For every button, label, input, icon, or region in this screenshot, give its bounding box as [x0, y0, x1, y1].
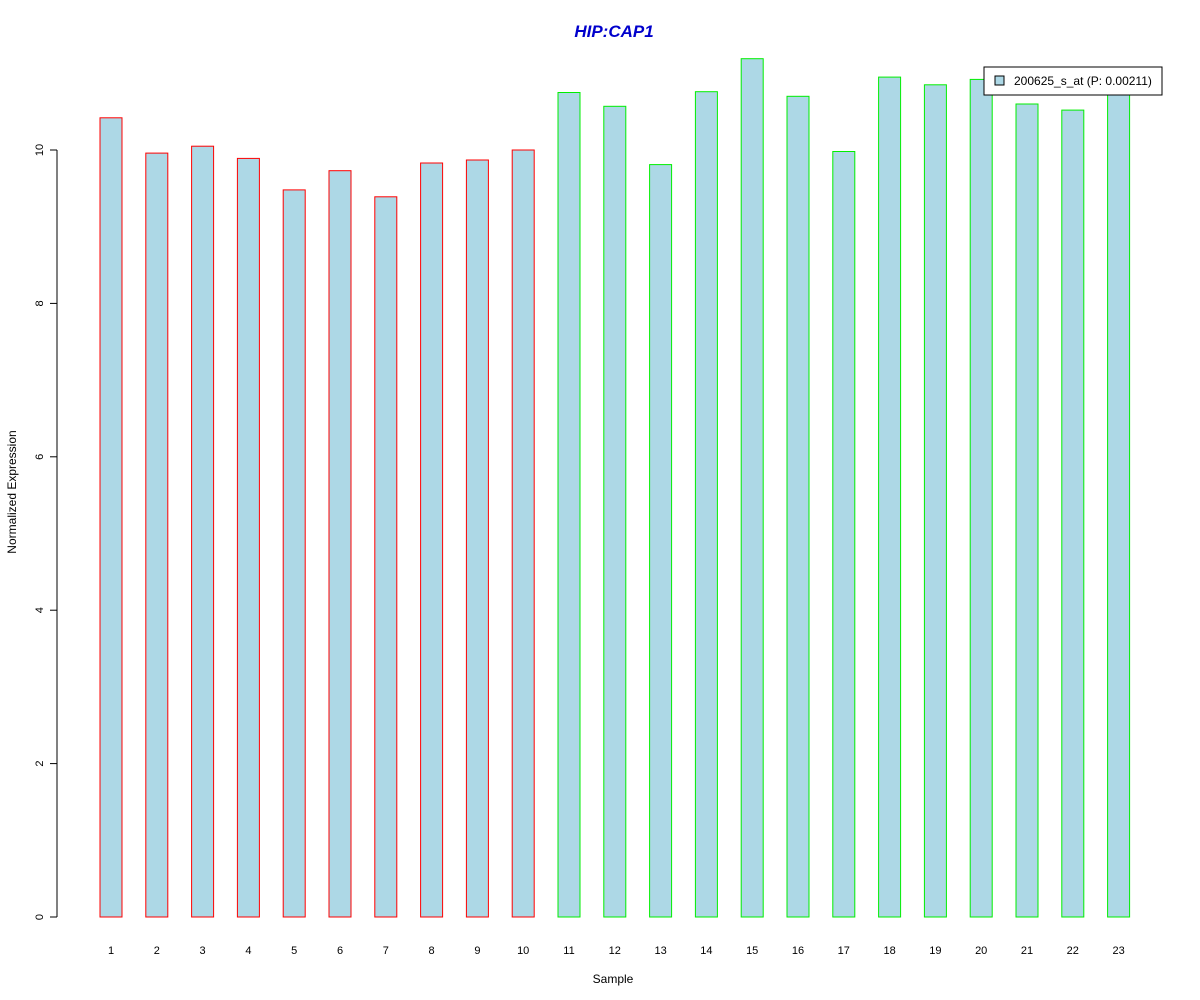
bar-sample-8 [420, 162, 444, 918]
legend-box [983, 66, 1163, 96]
y-tick-label: 0 [34, 914, 46, 920]
bars-group [99, 58, 1131, 918]
bar-sample-7 [374, 196, 398, 918]
x-tick-labels: 1 2 3 4 5 6 7 8 9 10 11 12 13 14 15 16 17 18 19 20 21 22 23 [108, 945, 1125, 957]
y-tick-label: 6 [34, 454, 46, 460]
x-tick-label-6: 6 [337, 945, 343, 957]
bar-sample-18 [878, 76, 902, 918]
chart-title: HIP:CAP1 [574, 22, 653, 41]
y-tick-label: 4 [34, 607, 46, 613]
bar-sample-1 [99, 117, 123, 918]
bar-sample-23 [1107, 82, 1131, 918]
bar-sample-6 [328, 170, 352, 918]
legend: 200625_s_at (P: 0.00211) [983, 66, 1163, 96]
bar-sample-4 [236, 157, 260, 918]
x-tick-label-16: 16 [792, 945, 804, 957]
x-tick-label-20: 20 [975, 945, 987, 957]
bar-sample-3 [191, 145, 215, 918]
bar-sample-10 [511, 149, 535, 918]
x-tick-label-14: 14 [700, 945, 712, 957]
bar-sample-15 [740, 58, 764, 918]
x-tick-label-23: 23 [1112, 945, 1124, 957]
bar-sample-5 [282, 189, 306, 918]
x-tick-label-5: 5 [291, 945, 297, 957]
y-tick-label: 8 [34, 300, 46, 306]
bar-sample-12 [603, 105, 627, 918]
x-tick-label-10: 10 [517, 945, 529, 957]
bar-sample-19 [923, 84, 947, 918]
x-tick-label-18: 18 [883, 945, 895, 957]
x-tick-label-12: 12 [609, 945, 621, 957]
x-tick-label-4: 4 [245, 945, 251, 957]
bar-sample-11 [557, 92, 581, 918]
x-tick-label-19: 19 [929, 945, 941, 957]
x-tick-label-8: 8 [429, 945, 435, 957]
x-tick-label-15: 15 [746, 945, 758, 957]
bar-sample-14 [694, 91, 718, 918]
y-axis: 0 2 4 6 8 10 [34, 144, 58, 920]
x-tick-label-7: 7 [383, 945, 389, 957]
y-tick-label: 2 [34, 761, 46, 767]
bar-sample-16 [786, 95, 810, 918]
bar-sample-13 [649, 164, 673, 918]
bar-sample-9 [465, 159, 489, 918]
x-tick-label-22: 22 [1067, 945, 1079, 957]
bar-sample-20 [969, 78, 993, 918]
x-tick-label-13: 13 [654, 945, 666, 957]
bar-sample-2 [145, 152, 169, 918]
x-tick-label-2: 2 [154, 945, 160, 957]
x-tick-label-3: 3 [200, 945, 206, 957]
x-axis-label: Sample [593, 972, 634, 986]
bar-sample-17 [832, 151, 856, 918]
legend-swatch [994, 75, 1005, 86]
x-tick-label-11: 11 [563, 945, 574, 957]
x-tick-label-1: 1 [108, 945, 114, 957]
x-tick-label-17: 17 [838, 945, 850, 957]
x-tick-label-21: 21 [1021, 945, 1033, 957]
bar-sample-21 [1015, 103, 1039, 918]
legend-entry: 200625_s_at (P: 0.00211) [1014, 74, 1152, 88]
y-axis-label: Normalized Expression [5, 430, 19, 553]
bar-sample-22 [1061, 109, 1085, 918]
x-tick-label-9: 9 [474, 945, 480, 957]
y-tick-label: 10 [34, 144, 46, 156]
